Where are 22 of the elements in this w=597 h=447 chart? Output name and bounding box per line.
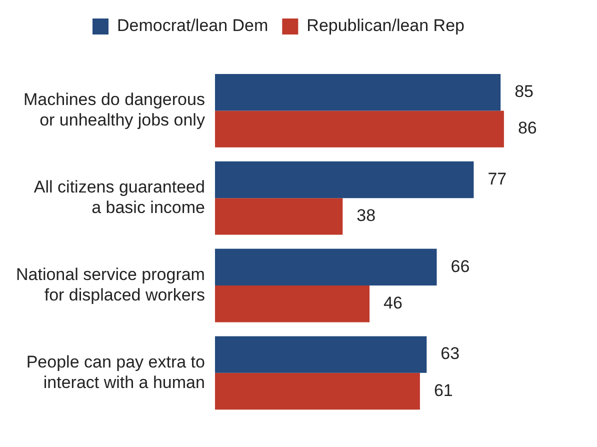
y-tick-label: People can pay extra to interact with a human [26, 352, 205, 392]
bar [214, 74, 501, 111]
y-tick-label: Machines do dangerous or unhealthy jobs only [24, 90, 206, 130]
data-label: 61 [434, 380, 453, 400]
data-label: 46 [384, 294, 402, 313]
data-label: 85 [514, 82, 534, 102]
legend-label: Democrat/lean Dem [117, 16, 268, 36]
data-label: 77 [488, 169, 507, 188]
data-label: 66 [450, 256, 470, 276]
legend-label: Republican/lean Rep [306, 16, 465, 36]
bar [214, 248, 437, 286]
y-tick-label: All citizens guaranteed a basic income [34, 178, 205, 217]
bar [214, 336, 427, 373]
bar [214, 372, 420, 410]
bar [214, 161, 474, 198]
bar [214, 198, 343, 235]
bar [214, 110, 504, 148]
y-tick-label: National service program for displaced workers [16, 264, 205, 304]
data-label: 86 [518, 118, 537, 138]
data-label: 63 [440, 344, 460, 364]
bar [214, 286, 370, 322]
data-label: 38 [356, 206, 376, 226]
